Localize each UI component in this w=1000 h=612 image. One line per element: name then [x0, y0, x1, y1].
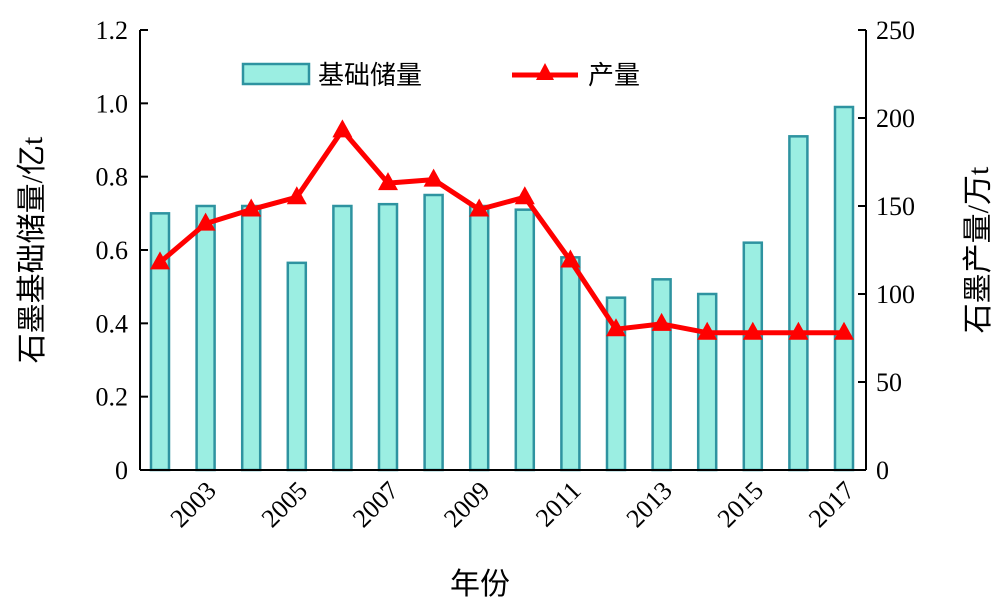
bar-2011 — [560, 256, 581, 472]
bar-2015 — [742, 241, 764, 472]
bar-2005 — [286, 261, 308, 472]
marker-2017 — [834, 321, 854, 340]
left-tick-label: 0.2 — [96, 383, 129, 412]
bar-2006 — [332, 204, 353, 472]
x-tick-label: 2007 — [347, 476, 404, 533]
line-series — [150, 119, 854, 340]
marker-2002 — [150, 251, 170, 270]
legend: 基础储量 产量 — [241, 61, 640, 90]
marker-2015 — [742, 321, 763, 340]
left-tick-label: 0 — [115, 456, 128, 485]
marker-2016 — [788, 321, 809, 340]
bar-2007 — [377, 202, 399, 472]
production-line — [158, 127, 844, 336]
marker-2011 — [560, 249, 581, 268]
right-axis-title: 石墨产量/万t — [962, 166, 995, 333]
bar-2014 — [696, 292, 718, 472]
x-tick-label: 2009 — [438, 476, 495, 533]
bar-2003 — [195, 204, 216, 472]
bar-2017 — [833, 105, 855, 472]
marker-2010 — [514, 186, 535, 205]
x-tick-label: 2011 — [530, 476, 587, 533]
x-tick-label: 2005 — [256, 476, 313, 533]
x-tick-label: 2017 — [803, 476, 860, 533]
marker-2012 — [606, 318, 626, 337]
bar-2009 — [468, 204, 490, 472]
marker-2003 — [195, 212, 216, 231]
right-tick-label: 100 — [876, 280, 915, 309]
marker-2013 — [651, 312, 672, 331]
left-axis-title: 石墨基础储量/亿t — [16, 136, 49, 363]
left-tick-label: 1.2 — [96, 16, 129, 45]
marker-2008 — [423, 168, 444, 187]
legend-label-line: 产量 — [588, 61, 640, 90]
left-tick-label: 0.4 — [96, 309, 129, 338]
left-tick-label: 1.0 — [96, 89, 129, 118]
right-tick-label: 50 — [876, 368, 902, 397]
legend-marker-triangle — [536, 63, 554, 80]
bar-2013 — [651, 278, 672, 472]
marker-2009 — [469, 198, 490, 217]
right-tick-label: 0 — [876, 456, 889, 485]
marker-2007 — [378, 172, 398, 191]
bars-series — [149, 105, 855, 472]
left-tick-label: 0.6 — [96, 236, 129, 265]
bar-2010 — [514, 208, 536, 472]
x-tick-label: 2015 — [712, 476, 769, 533]
marker-2006 — [332, 119, 353, 138]
right-tick-label: 250 — [876, 16, 915, 45]
left-tick-label: 0.8 — [96, 163, 129, 192]
right-tick-label: 150 — [876, 192, 915, 221]
marker-2005 — [286, 186, 307, 205]
x-tick-label: 2013 — [621, 476, 678, 533]
marker-2004 — [241, 198, 262, 217]
bar-2004 — [240, 204, 262, 472]
x-axis-title: 年份 — [450, 568, 510, 601]
legend-label-bar: 基础储量 — [318, 61, 422, 90]
bar-2008 — [423, 193, 444, 472]
x-tick-label: 2003 — [165, 476, 222, 533]
bar-2016 — [788, 135, 809, 472]
legend-swatch-bar — [241, 62, 311, 86]
marker-2014 — [697, 321, 718, 340]
right-tick-label: 200 — [876, 104, 915, 133]
